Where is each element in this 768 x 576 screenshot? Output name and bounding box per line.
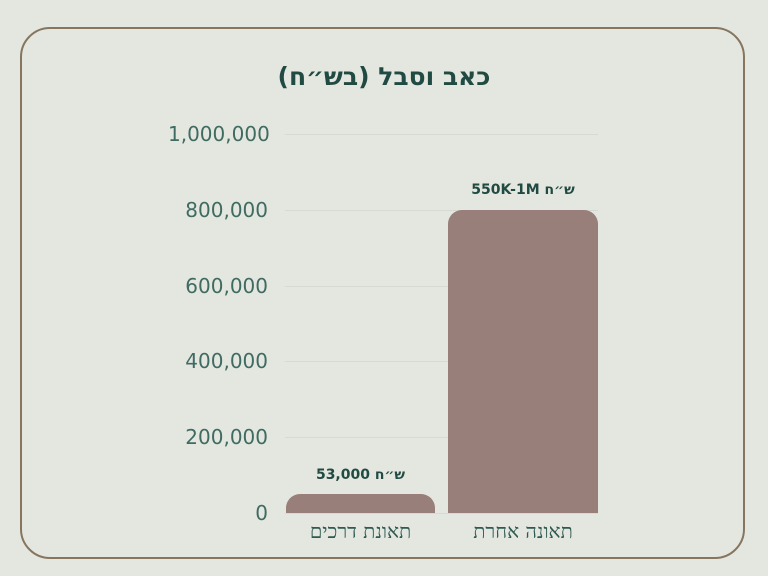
bar-value-label: 53,000 ש״ח: [315, 467, 406, 483]
y-tick: 0: [255, 501, 268, 525]
chart-frame: [20, 27, 745, 559]
chart-title: כאב וסבל (בש״ח): [277, 62, 491, 91]
gridline: [285, 361, 598, 362]
y-tick: 400,000: [185, 349, 268, 373]
gridline: [285, 286, 598, 287]
y-tick: 600,000: [185, 274, 268, 298]
y-tick: 200,000: [185, 425, 268, 449]
bar-other-accident: [448, 210, 598, 513]
x-label: תאונת דרכים: [309, 519, 412, 543]
bar-road-accident: [286, 494, 435, 513]
x-label: תאונה אחרת: [473, 519, 573, 543]
gridline: [285, 210, 598, 211]
gridline: [285, 437, 598, 438]
gridline: [285, 134, 598, 135]
bar-value-label: 550K-1M ש״ח: [471, 182, 575, 198]
y-tick: 800,000: [185, 198, 268, 222]
y-tick: 1,000,000: [168, 122, 270, 146]
baseline: [285, 513, 598, 514]
